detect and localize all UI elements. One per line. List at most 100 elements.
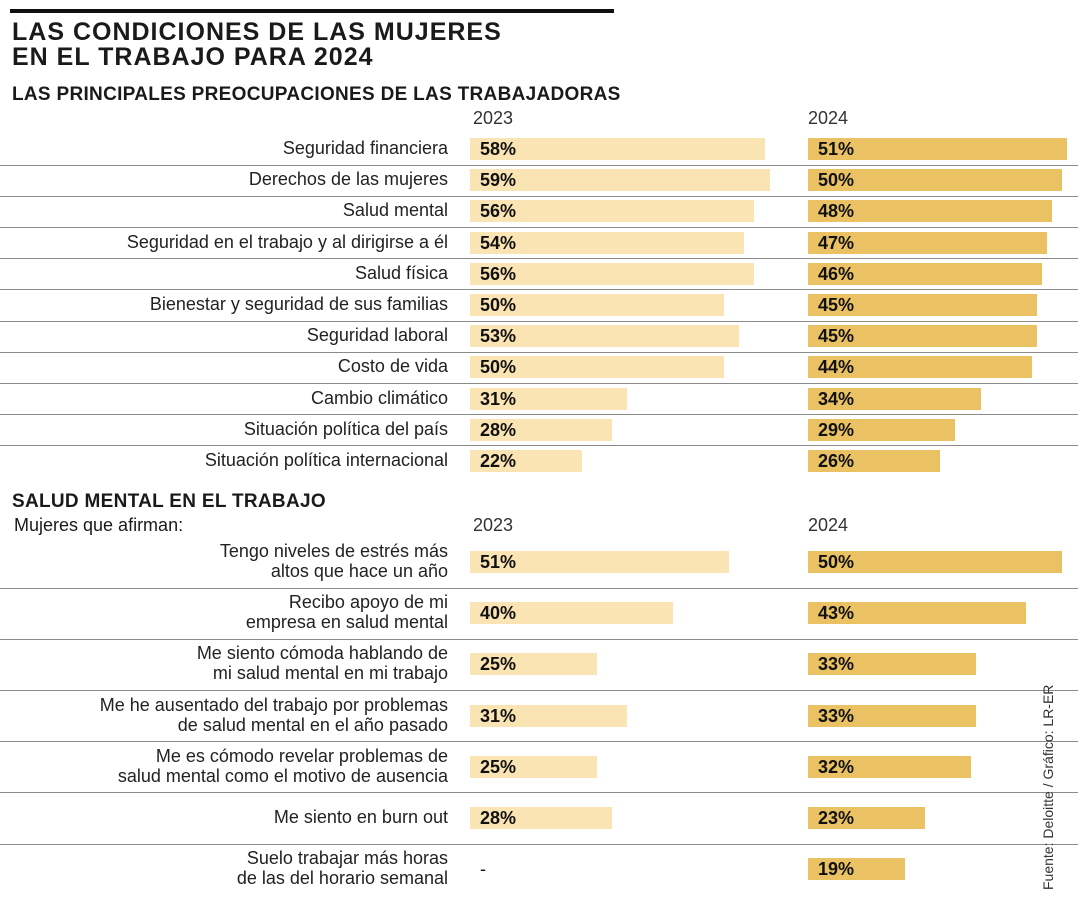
category-label-line: Derechos de las mujeres [248,169,448,190]
category-label-line: Cambio climático [310,387,448,408]
bar-2023 [470,231,745,254]
category-label-line: empresa en salud mental [245,612,448,633]
bar-2024 [808,262,1042,285]
section-1-title: LAS PRINCIPALES PREOCUPACIONES DE LAS TR… [12,84,621,105]
bar-2023 [470,755,597,778]
row-divider [0,227,1078,228]
category-label: Costo de vida [338,356,448,376]
data-label-2023: 50% [480,357,517,378]
data-label-2023: 31% [480,705,517,726]
category-label-line: Seguridad en el trabajo y al dirigirse a… [126,231,448,252]
bar-2024 [808,200,1052,223]
category-label-line: Costo de vida [337,356,448,377]
category-label-line: Seguridad laboral [306,325,448,346]
data-label-2023: 25% [480,654,517,675]
category-label-line: Me he ausentado del trabajo por problema… [99,694,448,715]
data-label-2024: 29% [818,419,855,440]
category-label: Derechos de las mujeres [249,169,448,189]
row-divider [0,258,1078,259]
data-label-2024: 44% [818,357,855,378]
data-label-2024: 33% [818,654,855,675]
category-label-line: Me siento cómoda hablando de [196,643,448,664]
row-divider [0,289,1078,290]
bar-2024 [808,418,956,441]
section-2-title: SALUD MENTAL EN EL TRABAJO [12,491,326,512]
data-label-2024: 19% [818,859,855,880]
category-label: Me siento cómoda hablando de mi salud men… [197,643,448,683]
data-label-2023: 22% [480,451,517,471]
row-divider [0,383,1078,384]
data-label-2023: 59% [480,170,517,191]
section-2-subtitle: Mujeres que afirman: [14,515,184,535]
category-label: Me es cómodo revelar problemas de salud m… [118,746,448,786]
category-label-line: mi salud mental en mi trabajo [212,663,448,684]
row-divider [0,741,1078,742]
bar-2023 [470,653,597,676]
data-label-2023: 50% [480,295,517,315]
category-label-line: Situación política del país [243,418,448,439]
category-label-line: Tengo niveles de estrés más [219,541,448,561]
data-label-2024: 32% [818,756,855,777]
data-label-2024: 34% [818,388,855,409]
bar-2023 [470,325,740,348]
category-label-line: de salud mental en el año pasado [177,714,448,735]
bar-2023 [470,551,730,573]
bar-2024 [808,387,981,410]
category-label: Salud física [355,263,448,283]
bar-2023 [470,602,674,625]
row-divider [0,690,1078,691]
data-label-2023: 53% [480,326,517,347]
data-label-2024: 46% [818,263,855,284]
category-label-line: Bienestar y seguridad de sus familias [149,294,448,314]
bar-2024 [808,602,1027,625]
row-divider [0,165,1078,166]
bar-2023 [470,450,582,472]
section-1-year-2024: 2024 [808,108,849,128]
bar-2023 [470,262,755,285]
category-label: Situación política del país [244,419,448,439]
row-divider [0,792,1078,793]
category-label: Tengo niveles de estrés más altos que hac… [220,541,448,581]
category-label: Salud mental [343,200,448,220]
category-label: Recibo apoyo de mi empresa en salud menta… [246,592,448,632]
data-label-2023: 28% [480,419,517,440]
category-label: Seguridad en el trabajo y al dirigirse a… [127,232,448,252]
data-label-2024: 50% [818,552,855,572]
section-2-year-2024: 2024 [808,515,849,535]
bar-2024 [808,169,1062,192]
row-divider [0,844,1078,845]
category-label-line: altos que hace un año [270,561,448,581]
bar-2024 [808,356,1032,379]
bar-2023 [470,387,628,410]
data-label-2024: 51% [818,139,855,159]
category-label-line: de las del horario semanal [236,868,448,889]
row-divider [0,445,1078,446]
bar-2024 [808,653,976,676]
chart-title: LAS CONDICIONES DE LAS MUJERES EN EL TRA… [12,20,502,70]
category-label: Bienestar y seguridad de sus familias [150,294,448,314]
category-label: Situación política internacional [205,450,448,470]
row-divider [0,352,1078,353]
bar-2024 [808,551,1062,573]
category-label-line: Me es cómodo revelar problemas de [155,745,448,766]
title-line-2: EN EL TRABAJO PARA 2024 [12,43,374,71]
data-label-2024: 23% [818,808,855,828]
bar-2024 [808,450,941,472]
bar-2023 [470,169,770,192]
top-rule [10,9,614,13]
source-note: Fuente: Deloitte / Gráfico: LR-ER [1040,684,1056,890]
bar-2024 [808,807,925,829]
category-label-line: Salud física [354,262,448,283]
data-label-2024: 47% [818,232,855,253]
category-label-line: salud mental como el motivo de ausencia [117,765,448,786]
category-label-line: Salud mental [342,200,448,221]
bar-2024 [808,138,1068,160]
data-label-2024: 33% [818,705,855,726]
category-label-line: Situación política internacional [204,450,448,470]
data-label-2023: 31% [480,388,517,409]
bar-2024 [808,325,1037,348]
row-divider [0,196,1078,197]
bar-2023 [470,138,765,160]
section-1-year-2023: 2023 [473,108,514,128]
data-label-2024: 45% [818,295,855,315]
